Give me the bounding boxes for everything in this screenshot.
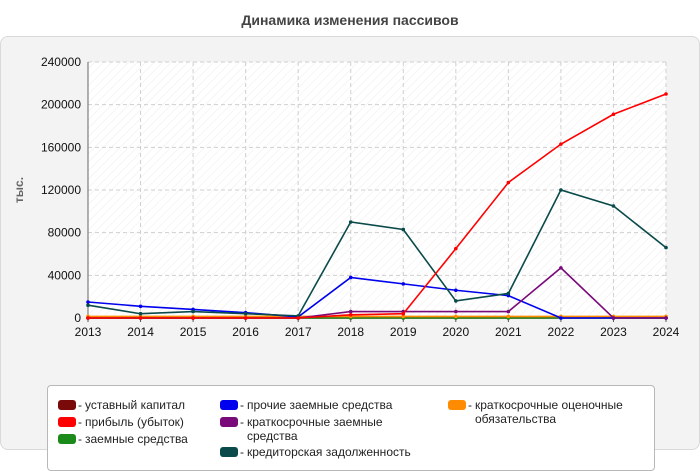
data-point-kreditorskaya: [664, 245, 668, 250]
data-point-pribyl: [506, 180, 511, 185]
data-point-pribyl: [348, 313, 353, 317]
chart-legend: - уставный капитал - прибыль (убыток) - …: [47, 385, 655, 471]
data-point-kratkosrochnye_zaemnye: [559, 266, 563, 270]
legend-item-ustavnyi[interactable]: - уставный капитал: [58, 398, 285, 412]
data-point-prochie: [401, 282, 406, 286]
legend-dash: -: [78, 415, 82, 429]
data-point-kreditorskaya: [559, 188, 563, 192]
data-point-kratkosrochnye_zaemnye: [348, 309, 353, 314]
legend-item-zaemnye[interactable]: - заемные средства: [58, 432, 285, 446]
legend-label-ocenochnye: краткосрочные оценочные обязательства: [475, 398, 623, 426]
data-point-kratkosrochnye_zaemnye: [506, 309, 511, 314]
x-tick-label: 2018: [337, 325, 364, 339]
data-point-kreditorskaya: [191, 309, 195, 314]
legend-item-pribyl[interactable]: - прибыль (убыток): [58, 415, 285, 429]
y-tick-label: 120000: [41, 183, 81, 197]
legend-swatch-ocenochnye: [448, 400, 466, 410]
data-point-ocenochnye: [454, 314, 458, 319]
data-point-kreditorskaya: [506, 291, 511, 296]
x-tick-label: 2014: [127, 325, 154, 339]
x-tick-label: 2013: [75, 325, 102, 339]
legend-item-prochie[interactable]: - прочие заемные средства: [220, 398, 427, 412]
data-point-pribyl: [86, 316, 90, 320]
legend-dash: -: [240, 398, 244, 412]
legend-swatch-pribyl: [58, 417, 76, 427]
legend-swatch-prochie: [220, 400, 238, 410]
legend-dash: -: [78, 398, 82, 412]
data-point-ocenochnye: [506, 314, 511, 319]
data-point-pribyl: [401, 311, 406, 316]
legend-label-ustavnyi: уставный капитал: [85, 398, 185, 412]
legend-swatch-kratkosrochnye-zaemnye: [220, 417, 238, 427]
x-tick-label: 2016: [232, 325, 259, 339]
data-point-kreditorskaya: [348, 220, 353, 224]
y-tick-label: 160000: [41, 140, 81, 154]
data-point-pribyl: [611, 112, 616, 117]
chart-panel: 0 40000 80000 120000 160000 200000 240000 2013 2…: [0, 36, 700, 471]
legend-item-ocenochnye[interactable]: - краткосрочные оценочные обязательства: [448, 398, 655, 426]
x-tick-label: 2015: [180, 325, 207, 339]
data-point-kreditorskaya: [243, 311, 248, 316]
legend-item-kreditorskaya[interactable]: - кредиторская задолженность: [220, 445, 467, 459]
chart-title: Динамика изменения пассивов: [241, 12, 459, 28]
y-axis-label: тыс.: [12, 177, 26, 203]
data-point-kratkosrochnye_zaemnye: [454, 309, 458, 314]
legend-swatch-ustavnyi: [58, 400, 76, 410]
x-tick-label: 2021: [495, 325, 522, 339]
series-line-kreditorskaya: [87, 189, 667, 317]
y-tick-label: 40000: [48, 268, 82, 282]
legend-dash: -: [468, 398, 472, 412]
series-line-prochie: [87, 276, 666, 319]
x-tick-label: 2017: [285, 325, 312, 339]
data-point-pribyl: [243, 316, 248, 320]
data-point-prochie: [454, 288, 458, 293]
data-point-kratkosrochnye_zaemnye: [611, 316, 616, 320]
legend-swatch-kreditorskaya: [220, 447, 238, 457]
legend-swatch-zaemnye: [58, 434, 76, 444]
legend-label-kreditorskaya: кредиторская задолженность: [247, 445, 411, 459]
x-tick-label: 2024: [653, 325, 680, 339]
data-point-prochie: [559, 316, 563, 320]
y-tick-label: 240000: [41, 55, 81, 69]
y-tick-label: 200000: [41, 98, 81, 112]
series-line-pribyl: [88, 93, 667, 319]
data-point-pribyl: [191, 316, 195, 320]
data-point-prochie: [348, 275, 353, 280]
data-point-kreditorskaya: [86, 303, 90, 308]
data-point-kratkosrochnye_zaemnye: [664, 316, 668, 320]
data-point-kreditorskaya: [401, 227, 406, 232]
legend-dash: -: [240, 415, 244, 429]
data-point-pribyl: [454, 246, 458, 251]
legend-label-kratkosrochnye-zaemnye: краткосрочные заемные средства: [247, 415, 383, 443]
data-point-pribyl: [559, 142, 563, 146]
x-tick-label: 2019: [390, 325, 417, 339]
data-point-prochie: [138, 304, 143, 309]
legend-label-zaemnye: заемные средства: [85, 432, 188, 446]
x-tick-label: 2020: [442, 325, 469, 339]
data-point-pribyl: [296, 316, 300, 320]
data-point-kreditorskaya: [138, 311, 143, 316]
legend-label-pribyl: прибыль (убыток): [85, 415, 184, 429]
data-point-ocenochnye: [401, 314, 406, 319]
y-tick-label: 0: [74, 311, 81, 325]
x-tick-label: 2022: [548, 325, 575, 339]
legend-dash: -: [240, 445, 244, 459]
data-point-kreditorskaya: [611, 204, 616, 208]
legend-item-kratkosrochnye-zaemnye[interactable]: - краткосрочные заемные средства: [220, 415, 417, 443]
y-tick-label: 80000: [48, 226, 82, 240]
x-tick-label: 2023: [600, 325, 627, 339]
line-chart: 0 40000 80000 120000 160000 200000 240000 2013 2…: [12, 55, 680, 339]
legend-label-prochie: прочие заемные средства: [247, 398, 393, 412]
legend-dash: -: [78, 432, 82, 446]
data-point-prochie: [86, 300, 90, 304]
data-point-pribyl: [138, 316, 143, 320]
data-point-kreditorskaya: [454, 299, 458, 303]
data-point-pribyl: [664, 92, 668, 96]
